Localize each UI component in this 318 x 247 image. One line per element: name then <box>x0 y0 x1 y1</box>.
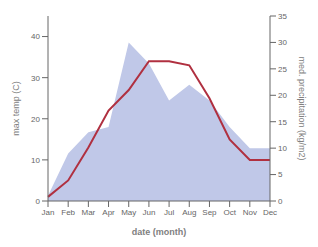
svg-text:Jul: Jul <box>164 208 174 217</box>
svg-text:30: 30 <box>31 74 40 83</box>
svg-text:10: 10 <box>278 144 287 153</box>
svg-text:max temp (C): max temp (C) <box>11 81 21 136</box>
svg-text:Feb: Feb <box>61 208 75 217</box>
svg-text:15: 15 <box>278 118 287 127</box>
svg-text:5: 5 <box>278 170 283 179</box>
svg-text:30: 30 <box>278 38 287 47</box>
svg-text:med. precipitation (kg/m2): med. precipitation (kg/m2) <box>297 56 307 160</box>
svg-text:20: 20 <box>31 115 40 124</box>
svg-text:0: 0 <box>278 197 283 206</box>
svg-text:Jun: Jun <box>142 208 155 217</box>
svg-text:Sep: Sep <box>202 208 217 217</box>
svg-text:Jan: Jan <box>42 208 55 217</box>
svg-text:10: 10 <box>31 156 40 165</box>
svg-text:20: 20 <box>278 91 287 100</box>
svg-text:Dec: Dec <box>263 208 277 217</box>
svg-text:35: 35 <box>278 12 287 21</box>
svg-text:0: 0 <box>36 197 41 206</box>
svg-text:Mar: Mar <box>81 208 95 217</box>
svg-text:Apr: Apr <box>102 208 115 217</box>
svg-text:date (month): date (month) <box>132 227 187 237</box>
svg-text:Oct: Oct <box>223 208 236 217</box>
svg-text:Nov: Nov <box>243 208 257 217</box>
svg-text:Aug: Aug <box>182 208 196 217</box>
svg-text:25: 25 <box>278 65 287 74</box>
svg-text:May: May <box>121 208 136 217</box>
svg-text:40: 40 <box>31 32 40 41</box>
